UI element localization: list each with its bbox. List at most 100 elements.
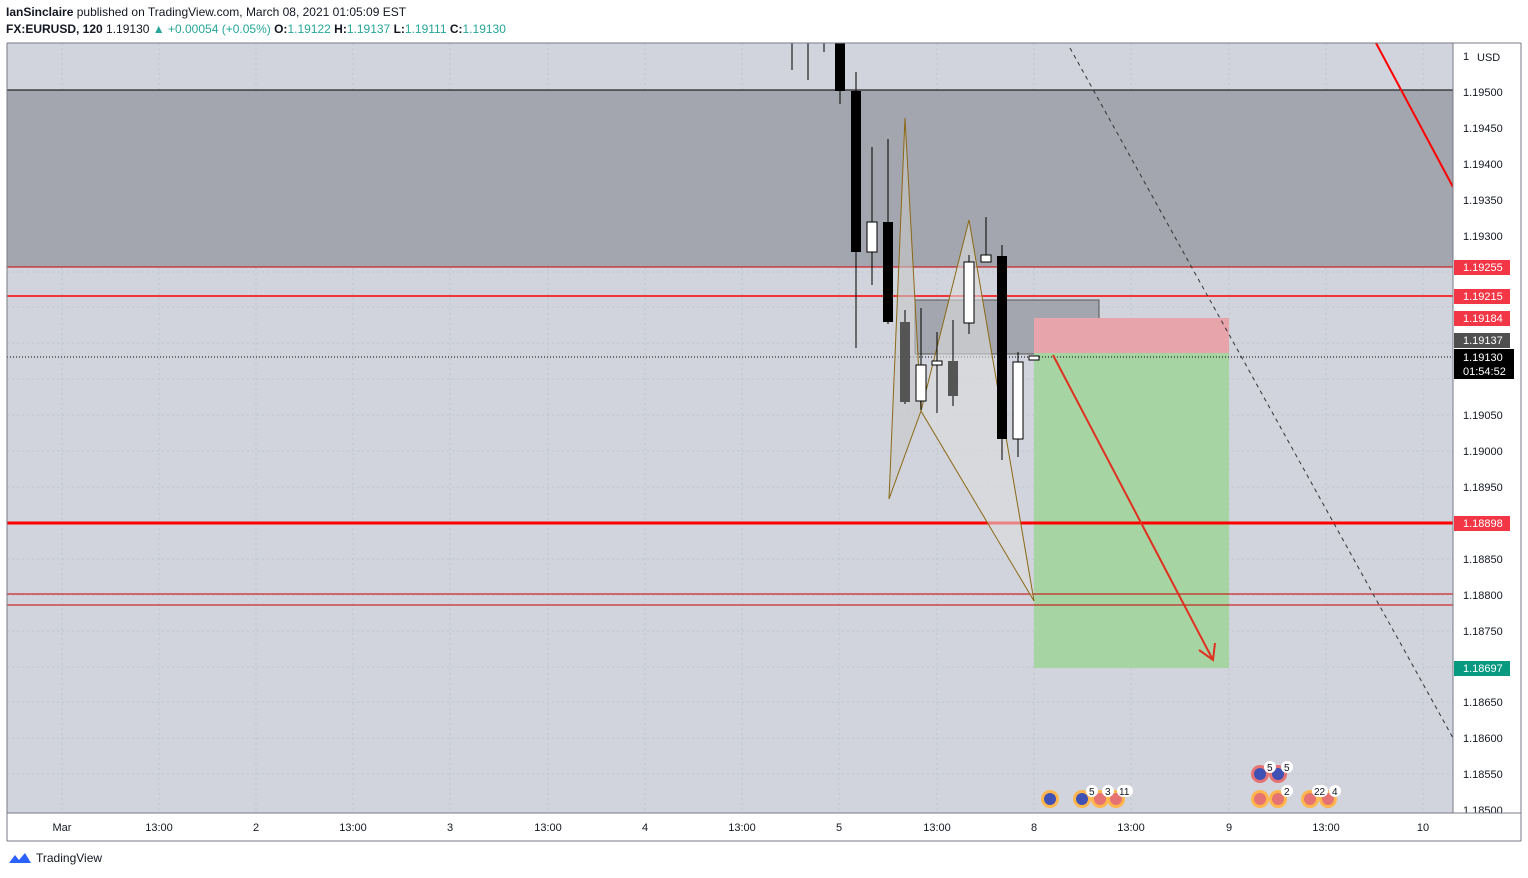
candle[interactable] xyxy=(883,222,893,322)
price-tag-label: 1.18697 xyxy=(1463,663,1503,675)
time-tick: 10 xyxy=(1417,822,1429,834)
event-count: 5 xyxy=(1284,763,1290,774)
dashed-trendline[interactable] xyxy=(1069,47,1454,739)
price-tick: 1.18600 xyxy=(1463,733,1503,745)
price-change: ▲ +0.00054 (+0.05%) xyxy=(152,22,271,36)
time-tick: Mar xyxy=(53,822,72,834)
candle[interactable] xyxy=(948,361,958,396)
price-tick: 1.19300 xyxy=(1463,231,1503,243)
price-tag-label: 1.19184 xyxy=(1463,313,1503,325)
price-tag-label: 1.19130 xyxy=(1463,352,1503,364)
price-tick: 1.19400 xyxy=(1463,159,1503,171)
brand-name[interactable]: TradingView xyxy=(36,851,103,865)
price-tick: 1.19500 xyxy=(1463,87,1503,99)
time-tick: 13:00 xyxy=(145,822,173,834)
candlesticks[interactable] xyxy=(791,43,1040,460)
event-count: 5 xyxy=(1089,787,1095,798)
time-tick: 13:00 xyxy=(923,822,951,834)
resistance-zone[interactable] xyxy=(6,89,1454,268)
time-tick: 13:00 xyxy=(1312,822,1340,834)
time-tick: 13:00 xyxy=(1117,822,1145,834)
candle[interactable] xyxy=(900,322,910,402)
high-label: H: xyxy=(334,22,347,36)
price-axis[interactable] xyxy=(1453,43,1521,813)
price-tick: 1.19050 xyxy=(1463,410,1503,422)
candle[interactable] xyxy=(997,256,1007,439)
candle[interactable] xyxy=(866,221,878,253)
price-tick: 1.19350 xyxy=(1463,195,1503,207)
open-label: O: xyxy=(274,22,288,36)
open-value: 1.19122 xyxy=(287,22,331,36)
time-tick: 13:00 xyxy=(728,822,756,834)
event-count: 11 xyxy=(1119,787,1130,798)
countdown-label: 01:54:52 xyxy=(1463,366,1506,378)
us-flag-icon[interactable] xyxy=(1094,793,1106,805)
stop-loss-zone[interactable] xyxy=(1034,318,1229,353)
high-value: 1.19137 xyxy=(346,22,391,36)
projection-arrow[interactable] xyxy=(1052,354,1216,662)
price-tags: 1.19255 1.19215 1.19184 1.19137 1.19130 … xyxy=(1454,260,1514,676)
last-price-tag xyxy=(1454,349,1514,379)
footer: TradingView xyxy=(8,851,102,865)
economic-events[interactable]: 5 3 11 5 5 2 22 4 xyxy=(1041,761,1341,808)
event-count: 2 xyxy=(1284,787,1290,798)
red-trendline[interactable] xyxy=(1375,42,1454,188)
time-tick: 3 xyxy=(447,822,453,834)
close-value: 1.19130 xyxy=(462,22,506,36)
price-tick: 1.19000 xyxy=(1463,446,1503,458)
time-axis[interactable] xyxy=(7,813,1521,841)
price-tick: 1.19450 xyxy=(1463,123,1503,135)
candle[interactable] xyxy=(1028,355,1040,361)
price-axis-labels: 1 USD 1.19500 1.19450 1.19400 1.19350 1.… xyxy=(1463,51,1503,817)
price-tag-label: 1.18898 xyxy=(1463,518,1503,530)
publish-line: IanSinclaire published on TradingView.co… xyxy=(6,4,506,21)
take-profit-zone[interactable] xyxy=(1034,353,1229,668)
time-tick: 8 xyxy=(1031,822,1037,834)
tradingview-logo-icon[interactable] xyxy=(8,851,32,865)
candle[interactable] xyxy=(1012,361,1024,440)
event-count: 4 xyxy=(1332,787,1338,798)
candle[interactable] xyxy=(980,254,992,263)
time-tick: 13:00 xyxy=(534,822,562,834)
publish-info: published on TradingView.com, March 08, … xyxy=(76,5,407,19)
candle[interactable] xyxy=(851,91,861,252)
close-label: C: xyxy=(449,22,463,36)
harmonic-pattern[interactable] xyxy=(888,117,1035,602)
time-tick: 5 xyxy=(836,822,842,834)
price-tag xyxy=(1454,289,1510,304)
price-tag-label: 1.19137 xyxy=(1463,335,1503,347)
price-tag xyxy=(1454,311,1510,326)
chart-header: IanSinclaire published on TradingView.co… xyxy=(6,4,506,38)
last-price: 1.19130 xyxy=(106,22,150,36)
price-tick: 1.18850 xyxy=(1463,554,1503,566)
ohlc-line: FX:EURUSD, 120 1.19130 ▲ +0.00054 (+0.05… xyxy=(6,21,506,38)
price-tick: 1.18550 xyxy=(1463,769,1503,781)
candle[interactable] xyxy=(931,360,943,366)
price-tag-label: 1.19215 xyxy=(1463,291,1503,303)
price-tag xyxy=(1454,661,1510,676)
price-tick: 1.18950 xyxy=(1463,482,1503,494)
time-tick: 4 xyxy=(642,822,648,834)
candle[interactable] xyxy=(915,364,927,402)
time-tick: 2 xyxy=(253,822,259,834)
low-label: L: xyxy=(393,22,405,36)
eu-flag-icon[interactable] xyxy=(1044,793,1056,805)
price-tick: 1.18800 xyxy=(1463,590,1503,602)
event-count: 22 xyxy=(1314,787,1326,798)
symbol-label[interactable]: FX:EURUSD, 120 xyxy=(6,22,103,36)
price-tag xyxy=(1454,260,1510,275)
time-axis-labels: Mar 13:00 2 13:00 3 13:00 4 13:00 5 13:0… xyxy=(53,822,1430,834)
price-tick: 1.18650 xyxy=(1463,697,1503,709)
event-count: 3 xyxy=(1105,787,1111,798)
candle[interactable] xyxy=(835,43,845,91)
price-tag xyxy=(1454,333,1510,348)
price-tick: 1.18750 xyxy=(1463,626,1503,638)
price-tag-label: 1.19255 xyxy=(1463,262,1503,274)
time-tick: 13:00 xyxy=(339,822,367,834)
event-count: 5 xyxy=(1267,763,1273,774)
candle[interactable] xyxy=(963,261,975,324)
author-name[interactable]: IanSinclaire xyxy=(6,5,74,19)
low-value: 1.19111 xyxy=(404,22,447,36)
price-tick-partial: 1 xyxy=(1463,51,1469,63)
